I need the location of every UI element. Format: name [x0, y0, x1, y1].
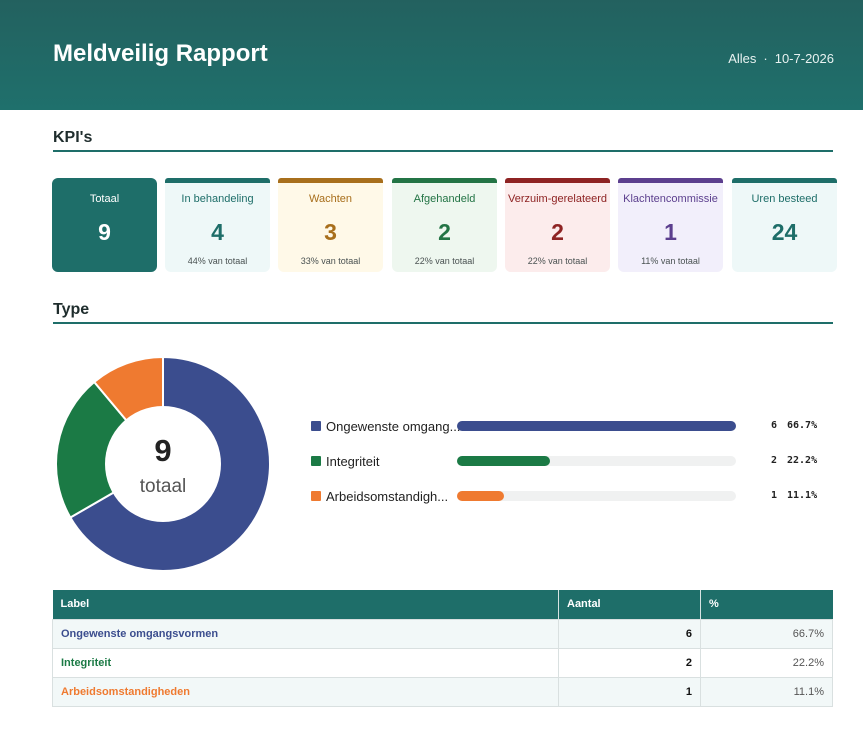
legend-bar-track [457, 491, 736, 501]
row-count: 6 [558, 618, 701, 649]
legend-count: 2 [770, 455, 777, 466]
table-row: Ongewenste omgangsvormen 6 66.7% [52, 618, 833, 649]
donut-hole [105, 406, 221, 522]
legend-label: Integriteit [326, 454, 380, 469]
donut-center-value: 9 [154, 433, 171, 468]
kpi-card-accent-bar [392, 178, 497, 183]
row-count: 2 [558, 647, 701, 678]
legend-percent: 11.1% [787, 490, 818, 501]
legend-count: 6 [770, 420, 777, 431]
row-label: Ongewenste omgangsvormen [52, 618, 559, 649]
legend-label: Ongewenste omgang... [326, 419, 461, 434]
kpi-value: 4 [211, 219, 224, 245]
kpi-subtext: 22% van totaal [527, 256, 588, 266]
table-header-row: Label Aantal % [52, 590, 833, 619]
kpi-subtext: 33% van totaal [300, 256, 361, 266]
row-label: Integriteit [52, 647, 559, 678]
kpi-subtext: 22% van totaal [414, 256, 475, 266]
kpi-card-in-behandeling: In behandeling 4 44% van totaal [165, 178, 270, 272]
kpi-card-totaal: Totaal 9 [52, 178, 157, 272]
kpi-value: 1 [664, 219, 677, 245]
kpi-card-accent-bar [165, 178, 270, 183]
kpi-label: Verzuim-gerelateerd [507, 193, 608, 205]
kpi-card-accent-bar [505, 178, 610, 183]
page-title: Meldveilig Rapport [53, 40, 268, 67]
kpi-value: 9 [98, 219, 111, 245]
kpi-card-verzuim-gerelateerd: Verzuim-gerelateerd 2 22% van totaal [505, 178, 610, 272]
legend-bar-track [457, 456, 736, 466]
kpi-section-title: KPI's [53, 129, 93, 146]
kpi-card-wachten: Wachten 3 33% van totaal [278, 178, 383, 272]
row-label: Arbeidsomstandigheden [52, 676, 559, 707]
type-table: Label Aantal % Ongewenste omgangsvormen 6… [52, 590, 833, 707]
col-header-count: Aantal [558, 590, 701, 619]
kpi-card-klachtencommissie: Klachtencommissie 1 11% van totaal [618, 178, 723, 272]
kpi-value: 24 [771, 219, 798, 245]
kpi-card-uren-besteed: Uren besteed 24 [732, 178, 837, 272]
kpi-label: Afgehandeld [413, 193, 476, 205]
kpi-label: Uren besteed [751, 193, 818, 205]
col-header-percent: % [700, 590, 833, 619]
legend-bar-track [457, 421, 736, 431]
legend-count: 1 [770, 490, 777, 501]
col-header-label: Label [52, 590, 559, 619]
donut-center-label: totaal [140, 476, 186, 497]
legend-bar-fill [457, 421, 736, 431]
row-percent: 66.7% [700, 618, 833, 649]
legend-swatch [311, 421, 321, 431]
kpi-card-accent-bar [618, 178, 723, 183]
kpi-label: Totaal [89, 193, 120, 205]
table-row: Arbeidsomstandigheden 1 11.1% [52, 676, 833, 707]
kpi-section-divider [53, 150, 833, 152]
kpi-card-afgehandeld: Afgehandeld 2 22% van totaal [392, 178, 497, 272]
type-section-title: Type [53, 301, 90, 318]
report-header: Meldveilig Rapport Alles · 10-7-2026 [0, 0, 863, 110]
kpi-value: 2 [438, 219, 451, 245]
scope-label: Alles [728, 51, 757, 66]
row-percent: 11.1% [700, 676, 833, 707]
kpi-card-accent-bar [278, 178, 383, 183]
legend-swatch [311, 491, 321, 501]
kpi-subtext: 11% van totaal [641, 256, 700, 266]
type-section-divider [53, 322, 833, 324]
row-percent: 22.2% [700, 647, 833, 678]
kpi-label: Wachten [308, 193, 352, 205]
table-row: Integriteit 2 22.2% [52, 647, 833, 678]
legend-percent: 66.7% [787, 420, 818, 431]
row-count: 1 [558, 676, 701, 707]
header-meta: Alles · 10-7-2026 [728, 51, 834, 66]
kpi-value: 3 [324, 219, 337, 245]
type-donut-chart: 9 totaal [55, 355, 271, 572]
meta-separator: · [763, 51, 768, 66]
kpi-value: 2 [551, 219, 564, 245]
kpi-label: Klachtencommissie [623, 193, 718, 205]
kpi-subtext: 44% van totaal [187, 256, 248, 266]
legend-bar-fill [457, 456, 550, 466]
kpi-label: In behandeling [181, 193, 254, 205]
legend-label: Arbeidsomstandigh... [326, 489, 449, 504]
legend-bar-fill [457, 491, 504, 501]
legend-percent: 22.2% [787, 455, 818, 466]
legend-swatch [311, 456, 321, 466]
kpi-card-accent-bar [732, 178, 837, 183]
report-date: 10-7-2026 [774, 51, 834, 66]
